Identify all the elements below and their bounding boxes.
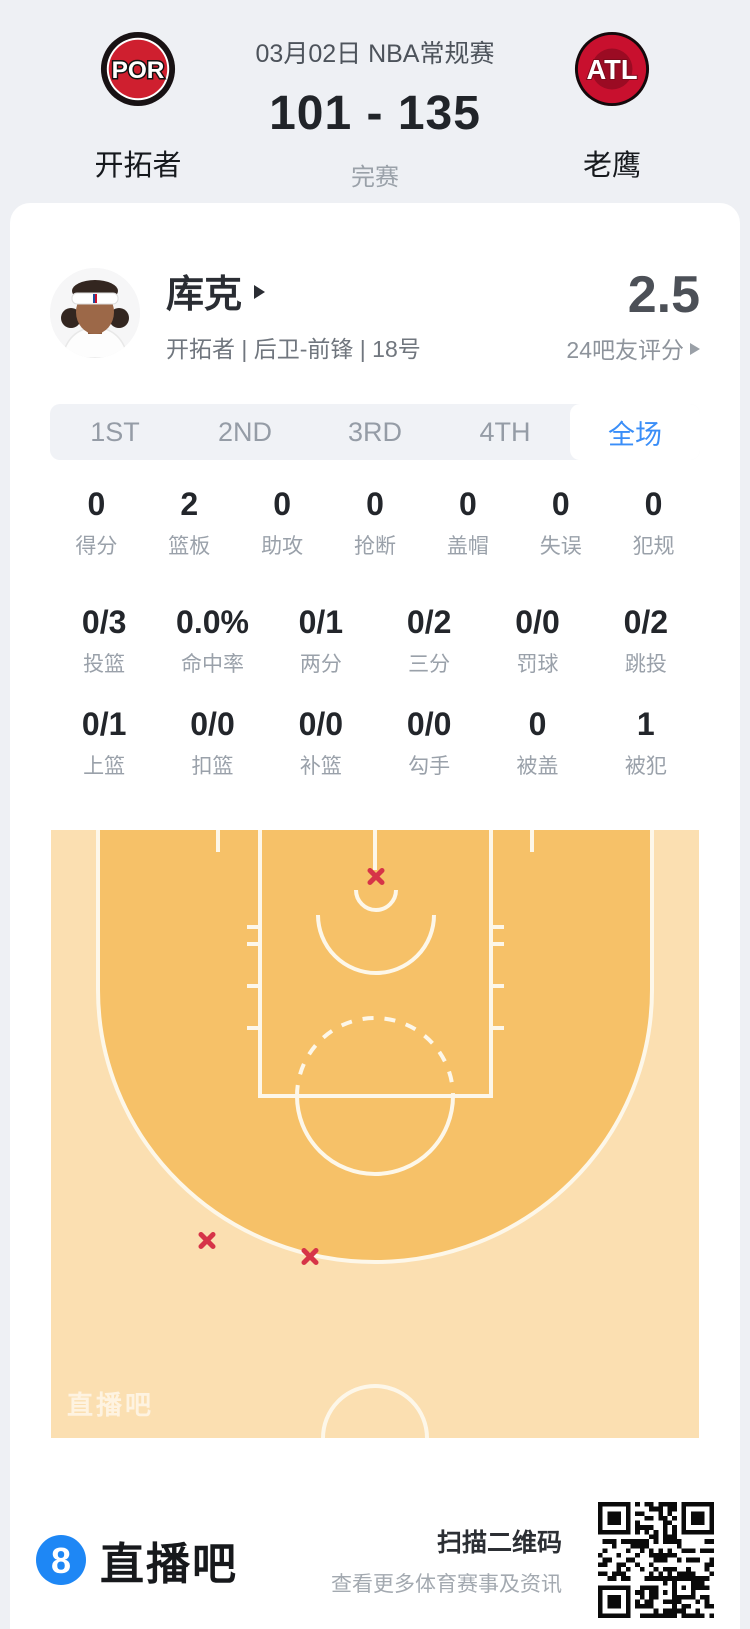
stat-turnovers: 0 失误 [539,486,582,558]
player-header-row: 库克 开拓者 | 后卫-前锋 | 18号 2.5 24吧友评分 [50,203,700,365]
home-team-name: 开拓者 [94,150,182,182]
quarter-tab-bar: 1ST 2ND 3RD 4TH 全场 [50,404,700,460]
triangle-right-icon [690,343,700,355]
missed-shot-marker [299,1245,321,1267]
half-court-circle [321,1384,429,1439]
tab-full-game[interactable]: 全场 [570,404,700,460]
player-avatar[interactable] [50,268,140,358]
qr-title: 扫描二维码 [436,1528,562,1557]
free-throw-circle-dashed [295,1016,455,1097]
home-team-block: POR 开拓者 [56,0,220,184]
stat-layup: 0/1 上篮 [81,706,127,778]
away-team-block: ATL 老鹰 [530,0,694,184]
away-team-name: 老鹰 [582,150,641,182]
stat-points: 0 得分 [75,486,118,558]
svg-text:8: 8 [51,1540,71,1581]
stat-dunk: 0/0 扣篮 [190,706,235,778]
court-diagram [51,830,699,1439]
rating-value: 2.5 [627,266,700,324]
missed-shot-marker [365,865,387,887]
stats-row-shooting: 0/3 投篮 0.0% 命中率 0/1 两分 0/2 三分 0/0 罚球 0/2 跳投 [50,604,700,678]
three-point-line [96,830,654,1264]
rating-link[interactable]: 24吧友评分 [566,331,700,365]
match-info: 03月02日 NBA常规赛 101 - 135 完赛 [220,0,530,192]
free-throw-circle-solid [295,1095,455,1176]
rim [354,889,398,912]
stat-fouls: 0 犯规 [632,486,675,558]
brand-block: 8 直播吧 [36,1528,238,1592]
rating-block: 2.5 24吧友评分 [566,261,700,365]
stat-fg-pct: 0.0% 命中率 [176,604,249,676]
tab-2nd[interactable]: 2ND [217,416,272,447]
player-photo [50,268,140,358]
stat-jumpshot: 0/2 跳投 [623,604,669,676]
stat-3pt: 0/2 三分 [406,604,452,676]
stat-2pt: 0/1 两分 [298,604,344,676]
zhibo8-logo-icon: 8 [36,1535,86,1585]
tab-4th[interactable]: 4TH [479,416,531,447]
player-meta: 开拓者 | 后卫-前锋 | 18号 [166,335,421,362]
player-name: 库克 [166,273,243,316]
qr-text-block: 扫描二维码 查看更多体育赛事及资讯 [331,1523,562,1598]
stat-hook: 0/0 勾手 [406,706,452,778]
brand-name: 直播吧 [100,1540,238,1589]
match-status: 完赛 [351,164,399,191]
tab-1st[interactable]: 1ST [90,416,140,447]
court-watermark: 直播吧 [67,1390,155,1420]
player-selector[interactable]: 库克 [166,263,421,318]
rating-caption: 24吧友评分 [566,337,684,363]
stat-fouled-on: 1 被犯 [624,706,667,778]
stat-assists: 0 助攻 [261,486,304,558]
stat-got-blocked: 0 被盖 [516,706,559,778]
atl-team-logo-icon: ATL [574,31,650,107]
tab-3rd[interactable]: 3RD [347,416,402,447]
stats-row-basic: 0 得分 2 篮板 0 助攻 0 抢断 0 盖帽 0 失误 0 犯规 [50,486,700,560]
missed-shot-marker [196,1229,218,1251]
por-team-logo-icon: POR [100,31,176,107]
app-footer: 8 直播吧 扫描二维码 查看更多体育赛事及资讯 [36,1502,714,1618]
stats-row-shot-types: 0/1 上篮 0/0 扣篮 0/0 补篮 0/0 勾手 0 被盖 1 被犯 [50,706,700,780]
shot-chart: 直播吧 [51,830,699,1439]
player-stats-card: 库克 开拓者 | 后卫-前锋 | 18号 2.5 24吧友评分 1ST 2ND … [10,203,740,1629]
stat-blocks: 0 盖帽 [446,486,489,558]
svg-text:ATL: ATL [586,54,637,85]
stat-steals: 0 抢断 [353,486,396,558]
match-date-title: 03月02日 NBA常规赛 [255,40,495,68]
player-info: 库克 开拓者 | 后卫-前锋 | 18号 [166,263,421,364]
chevron-right-icon [254,285,266,299]
restricted-arc [316,914,436,975]
svg-text:POR: POR [112,57,165,84]
match-header: POR 开拓者 03月02日 NBA常规赛 101 - 135 完赛 ATL 老… [0,0,750,203]
qr-code [598,1502,714,1618]
qr-subtitle: 查看更多体育赛事及资讯 [331,1572,562,1596]
key-lane [258,830,493,1098]
stat-rebounds: 2 篮板 [168,486,211,558]
stat-putback: 0/0 补篮 [298,706,344,778]
stat-fg: 0/3 投篮 [81,604,127,676]
stat-ft: 0/0 罚球 [515,604,560,676]
match-score: 101 - 135 [269,87,481,140]
